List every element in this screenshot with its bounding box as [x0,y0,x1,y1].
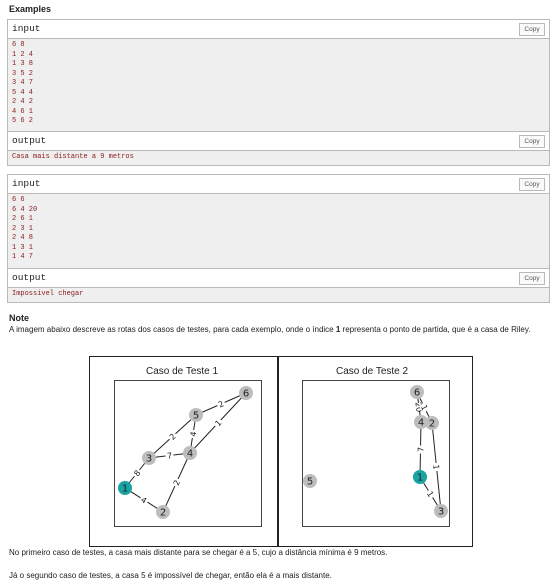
graph1-edge-label-bg [165,451,174,460]
input-line: 3 4 7 [12,79,34,87]
graph2-edge-weight-2-6: 1 [419,403,429,412]
input-line: 2 4 2 [12,98,34,106]
figure-divider [277,356,279,546]
note-text-bold: 1 [335,325,341,334]
graph2-node-label-6: 6 [414,388,420,399]
note-text-part: A imagem abaixo descreve as rotas dos ca… [9,325,336,334]
graph1-edge-label-bg [166,430,179,443]
graph1-edge-label-bg [131,467,143,479]
graph2-node-3 [434,504,448,518]
graph2-node-5 [303,474,317,488]
graph2-node-label-5: 5 [307,477,313,488]
graph1-edge-weight-3-4: 7 [166,451,172,461]
input-line: 2 3 1 [12,224,34,233]
graph1-edge-label-bg [212,417,224,429]
graph1-node-label-6: 6 [243,389,249,400]
output-label: output [12,272,47,283]
input-line: 1 2 4 [12,50,34,59]
example-2-input-header: input Copy [8,175,549,194]
graph1-node-label-3: 3 [146,454,152,465]
graph1-edge-weight-3-5: 2 [168,432,178,442]
note-text: A imagem abaixo descreve as rotas dos ca… [9,324,549,336]
graph2-node-label-4: 4 [418,418,424,429]
graph2-node-1 [413,470,427,484]
graph1-node-4 [183,446,197,460]
input-line: 1 3 8 [12,60,34,68]
graph1-node-label-2: 2 [160,508,166,519]
input-line: 6 6 [12,196,25,204]
example-2-output-header: output Copy [8,269,549,288]
output-label: output [12,135,47,146]
graph1-node-5 [189,408,203,422]
graph2-edge-weight-1-4: 7 [416,447,425,452]
input-line: 6 4 20 [12,205,38,214]
copy-button[interactable]: Copy [519,135,545,148]
graph1-node-label-5: 5 [193,411,199,422]
example-1-output-box: output Copy Casa mais distante a 9 metro… [7,131,550,166]
graph2-edge-label-bg [424,488,437,500]
graph2-edge-weight-1-3: 1 [425,490,435,499]
panel-2-title: Caso de Teste 2 [336,366,409,377]
graph2-node-2 [425,416,439,430]
graph1-node-label-4: 4 [187,449,193,460]
graph2-edge-weight-6-4: 20 [413,401,423,412]
graph1-edge-label-bg [215,398,227,410]
example-2-output-text: Impossivel chegar [8,288,549,302]
caption-1: No primeiro caso de testes, a casa mais … [9,548,388,557]
graph1-edge-label-bg [188,429,198,439]
input-label: input [12,178,41,189]
graph2-edge-label-bg [419,402,430,413]
example-1-output-text: Casa mais distante a 9 metros [8,151,549,165]
graph1-node-2 [156,505,170,519]
input-line: 4 6 1 [12,107,34,116]
graph2-node-label-3: 3 [438,507,444,518]
graph1-node-6 [239,386,253,400]
graph1-edge-weight-2-4: 2 [172,479,182,487]
graph2-edge-label-bg [416,445,425,454]
graph2-node-label-2: 2 [429,419,435,430]
input-line: 1 4 7 [12,253,34,261]
note-heading: Note [9,313,29,323]
graph2-node-label-1: 1 [417,473,423,484]
example-2-output-box: output Copy Impossivel chegar [7,268,550,303]
example-1-output-header: output Copy [8,132,549,151]
graph1-edge-weight-1-2: 4 [139,495,148,505]
graph1-node-1 [118,481,132,495]
examples-heading: Examples [9,4,52,14]
graph2-edge-label-bg [432,462,441,472]
graph1-node-label-1: 1 [122,484,128,495]
input-line: 3 5 2 [12,69,34,78]
input-line: 6 8 [12,41,25,49]
graph2-edge-weight-2-3: 1 [431,464,440,470]
graph1-edge-weight-5-4: 4 [189,431,199,437]
graph1-edge-label-bg [138,494,150,506]
graph1-edge-weight-1-3: 8 [132,469,142,479]
graph1-edge-weight-4-6: 1 [213,418,223,428]
example-1-input-header: input Copy [8,20,549,39]
panel-1-title: Caso de Teste 1 [146,366,219,377]
graph1-edge-label-bg [171,477,182,488]
input-line: 2 4 8 [12,234,34,242]
caption-2: Já o segundo caso de testes, a casa 5 é … [9,571,332,580]
graph2-node-6 [410,385,424,399]
input-line: 1 3 1 [12,243,34,252]
input-line: 2 6 1 [12,215,34,223]
copy-button[interactable]: Copy [519,272,545,285]
note-text-part: representa o ponto de partida, que é a c… [340,325,531,334]
copy-button[interactable]: Copy [519,23,545,36]
input-line: 5 6 2 [12,117,34,125]
graph1-node-3 [142,451,156,465]
copy-button[interactable]: Copy [519,178,545,191]
graph1-edge-weight-5-6: 2 [217,399,225,409]
input-label: input [12,23,41,34]
graph2-node-4 [414,415,428,429]
input-line: 5 4 4 [12,88,34,97]
